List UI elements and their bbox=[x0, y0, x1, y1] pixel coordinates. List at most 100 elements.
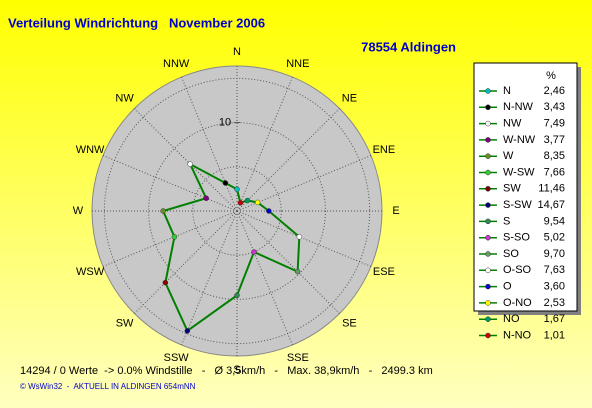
point bbox=[251, 249, 257, 255]
point bbox=[162, 279, 169, 286]
direction-label: E bbox=[392, 205, 399, 217]
legend-value: 5,02 bbox=[544, 232, 565, 244]
legend-label: NO bbox=[503, 313, 520, 325]
direction-label: W bbox=[73, 205, 84, 217]
point bbox=[187, 161, 193, 167]
legend-value: 3,60 bbox=[544, 281, 565, 293]
legend-marker bbox=[485, 169, 491, 176]
legend-value: 9,70 bbox=[544, 248, 565, 260]
legend-value: 14,67 bbox=[537, 199, 565, 211]
legend-value: 1,01 bbox=[544, 329, 565, 341]
legend-label: N-NO bbox=[503, 329, 532, 341]
legend-value: 8,35 bbox=[544, 150, 565, 162]
legend-value: 11,46 bbox=[538, 183, 565, 195]
grid-ring bbox=[192, 166, 282, 256]
legend-label: W bbox=[503, 150, 514, 162]
legend-value: 7,63 bbox=[544, 264, 565, 276]
spoke bbox=[236, 210, 340, 314]
credit: © WsWin32 - AKTUELL IN ALDINGEN 654mNN bbox=[20, 382, 196, 391]
legend-value: 9,54 bbox=[544, 215, 565, 227]
direction-label: ESE bbox=[373, 266, 395, 278]
spoke bbox=[236, 76, 293, 212]
legend-label: NW bbox=[503, 118, 522, 130]
legend-value: 3,77 bbox=[544, 134, 565, 146]
legend-label: S bbox=[503, 215, 510, 227]
legend-value: 7,66 bbox=[544, 166, 565, 178]
legend-marker bbox=[485, 251, 491, 257]
legend-marker bbox=[485, 104, 491, 111]
legend-marker bbox=[485, 137, 491, 143]
legend-value: 7,49 bbox=[544, 118, 565, 130]
legend-header: % bbox=[546, 70, 556, 82]
spoke bbox=[134, 108, 238, 212]
legend-marker bbox=[485, 332, 491, 339]
direction-label: N bbox=[233, 46, 241, 58]
spoke bbox=[236, 108, 340, 212]
direction-label: WSW bbox=[76, 266, 105, 278]
legend-marker bbox=[485, 283, 491, 290]
direction-label: NE bbox=[342, 92, 357, 104]
legend-marker bbox=[485, 316, 491, 322]
direction-label: SSE bbox=[287, 352, 309, 364]
grid-ring bbox=[148, 122, 326, 300]
spoke bbox=[181, 76, 238, 212]
legend-value: 2,46 bbox=[544, 85, 565, 97]
legend-label: O-SO bbox=[503, 264, 532, 276]
legend-label: S-SW bbox=[503, 199, 532, 211]
legend-value: 3,43 bbox=[544, 101, 565, 113]
legend-marker bbox=[485, 186, 491, 192]
direction-label: SW bbox=[116, 317, 134, 329]
chart-title: Verteilung Windrichtung November 2006 bbox=[8, 15, 265, 30]
legend-label: W-NW bbox=[503, 134, 536, 146]
legend-value: 2,53 bbox=[544, 297, 565, 309]
point bbox=[244, 197, 251, 204]
point bbox=[222, 180, 229, 186]
direction-label: ENE bbox=[373, 144, 396, 156]
legend-value: 1,67 bbox=[544, 313, 565, 325]
footer: 14294 / 0 Werte -> 0.0% Windstille - Ø 3… bbox=[20, 365, 433, 377]
point bbox=[203, 195, 209, 201]
station: 78554 Aldingen bbox=[361, 39, 456, 54]
legend-label: O-NO bbox=[503, 297, 532, 309]
direction-label: WNW bbox=[76, 144, 105, 156]
legend-marker bbox=[485, 120, 491, 127]
legend-marker bbox=[485, 88, 491, 94]
direction-label: NW bbox=[115, 92, 134, 104]
spoke bbox=[102, 155, 238, 212]
legend-label: W-SW bbox=[503, 166, 535, 178]
point bbox=[266, 208, 272, 214]
legend-marker bbox=[485, 202, 491, 208]
spoke bbox=[102, 210, 238, 267]
point bbox=[171, 234, 178, 240]
legend-marker bbox=[485, 300, 491, 306]
direction-label: S bbox=[233, 364, 240, 376]
spoke bbox=[236, 210, 293, 346]
spoke bbox=[134, 210, 238, 314]
point bbox=[184, 328, 191, 334]
legend-marker bbox=[485, 218, 491, 225]
legend-label: S-SO bbox=[503, 232, 530, 244]
r-tick-label: 10 bbox=[219, 116, 231, 128]
spoke bbox=[236, 210, 372, 267]
spoke bbox=[181, 210, 238, 346]
legend-label: N bbox=[503, 85, 511, 97]
point bbox=[234, 292, 240, 299]
point bbox=[237, 199, 244, 206]
legend-marker bbox=[485, 153, 491, 159]
direction-label: SSW bbox=[164, 352, 190, 364]
legend-label: SW bbox=[503, 183, 521, 195]
legend-marker bbox=[485, 267, 491, 274]
legend-label: SO bbox=[503, 248, 519, 260]
point bbox=[294, 268, 301, 275]
point bbox=[296, 234, 303, 240]
point bbox=[254, 199, 261, 206]
legend-marker bbox=[485, 234, 491, 241]
direction-label: SE bbox=[342, 317, 357, 329]
point bbox=[160, 208, 166, 214]
legend-label: N-NW bbox=[503, 101, 534, 113]
direction-label: NNE bbox=[286, 58, 309, 70]
point bbox=[234, 186, 240, 192]
direction-label: NNW bbox=[163, 58, 190, 70]
